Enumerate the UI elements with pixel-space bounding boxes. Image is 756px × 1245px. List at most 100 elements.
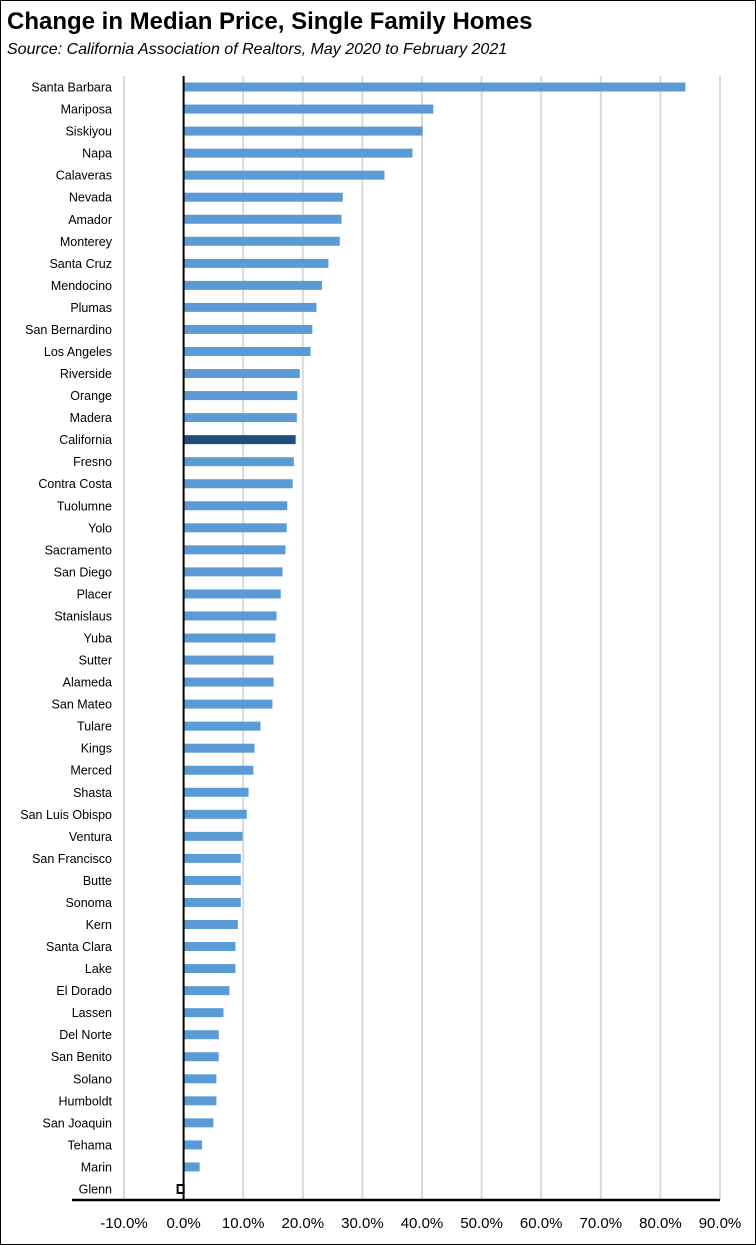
bar [183,170,385,180]
y-category-label: Merced [70,764,112,778]
chart-title: Change in Median Price, Single Family Ho… [7,8,533,35]
bar [183,192,343,202]
bar [183,1074,217,1084]
bar [183,1140,203,1150]
y-category-label: San Francisco [32,852,112,866]
y-category-label: Siskiyou [65,125,112,139]
bar [183,104,434,114]
y-category-label: Plumas [70,301,112,315]
x-tick-label: 80.0% [639,1215,682,1232]
y-category-label: Los Angeles [44,345,112,359]
y-category-label: Glenn [79,1182,112,1196]
y-category-label: Fresno [73,455,112,469]
y-category-label: Marin [81,1160,112,1174]
y-category-label: Mariposa [61,103,112,117]
bar [183,721,261,731]
x-tick-label: 40.0% [401,1215,444,1232]
x-tick-label: 20.0% [282,1215,325,1232]
y-category-label: Santa Clara [46,940,112,954]
bar [183,986,230,996]
bar [183,346,311,356]
y-category-label: Lassen [72,1006,112,1020]
bar [183,655,274,665]
y-category-label: Alameda [63,676,112,690]
bar [183,567,283,577]
y-category-label: San Mateo [52,698,113,712]
x-tick-label: 90.0% [699,1215,742,1232]
y-category-label: Calaveras [56,169,112,183]
bar [183,391,298,401]
bar [183,809,247,819]
bar [183,853,241,863]
bar [183,435,296,445]
y-category-label: Santa Barbara [31,81,112,95]
bar [183,942,236,952]
bar [183,413,297,423]
bar [183,787,249,797]
bar [183,523,287,533]
bar [183,1030,219,1040]
y-category-label: Monterey [60,235,113,249]
y-category-label: Mendocino [51,279,112,293]
y-category-label: Yuba [83,632,112,646]
y-category-label: Yolo [88,521,112,535]
bar [183,148,413,158]
y-category-label: San Bernardino [25,323,112,337]
bar [183,258,329,268]
x-tick-label: 10.0% [222,1215,265,1232]
y-category-label: Ventura [69,830,112,844]
y-category-label: Shasta [73,786,112,800]
y-category-label: Tehama [68,1138,113,1152]
x-tick-label: 30.0% [341,1215,384,1232]
bar [183,920,238,930]
bar [183,457,294,467]
bar [183,545,286,555]
bar [183,1118,214,1128]
bar [183,964,236,974]
bar [183,897,241,907]
x-tick-label: 60.0% [520,1215,563,1232]
y-category-label: El Dorado [56,984,112,998]
x-tick-label: 0.0% [166,1215,200,1232]
bar [183,1008,224,1018]
y-category-label: Sacramento [45,543,112,557]
bar [183,743,255,753]
y-category-label: Nevada [69,191,112,205]
bar [183,1052,219,1062]
y-category-label: Stanislaus [54,609,112,623]
bar [183,1162,200,1172]
bar [183,611,277,621]
bar [183,765,254,775]
y-category-label: San Benito [51,1050,112,1064]
bar [183,82,686,92]
y-category-label: Del Norte [59,1028,112,1042]
bar [183,1096,217,1106]
bar [183,875,241,885]
x-tick-label: -10.0% [100,1215,148,1232]
bar [183,633,276,643]
y-category-label: Santa Cruz [49,257,112,271]
bar [183,302,317,312]
bar [183,501,288,511]
y-category-label: San Diego [54,565,112,579]
y-category-label: Lake [85,962,112,976]
y-category-label: Humboldt [59,1094,113,1108]
bar [183,677,274,687]
bar [183,126,423,136]
x-tick-label: 70.0% [580,1215,623,1232]
y-category-label: Madera [70,411,112,425]
y-category-label: Orange [70,389,112,403]
y-category-label: Contra Costa [38,477,112,491]
y-category-label: Sutter [79,654,112,668]
y-category-label: Riverside [60,367,112,381]
x-tick-label: 50.0% [460,1215,503,1232]
y-category-label: Solano [73,1072,112,1086]
y-category-label: Tulare [77,720,112,734]
y-category-label: San Joaquin [42,1116,112,1130]
bar [183,324,313,334]
chart-subtitle: Source: California Association of Realto… [7,41,508,58]
y-category-label: Napa [82,147,112,161]
y-category-label: San Luis Obispo [20,808,112,822]
bar [183,214,342,224]
